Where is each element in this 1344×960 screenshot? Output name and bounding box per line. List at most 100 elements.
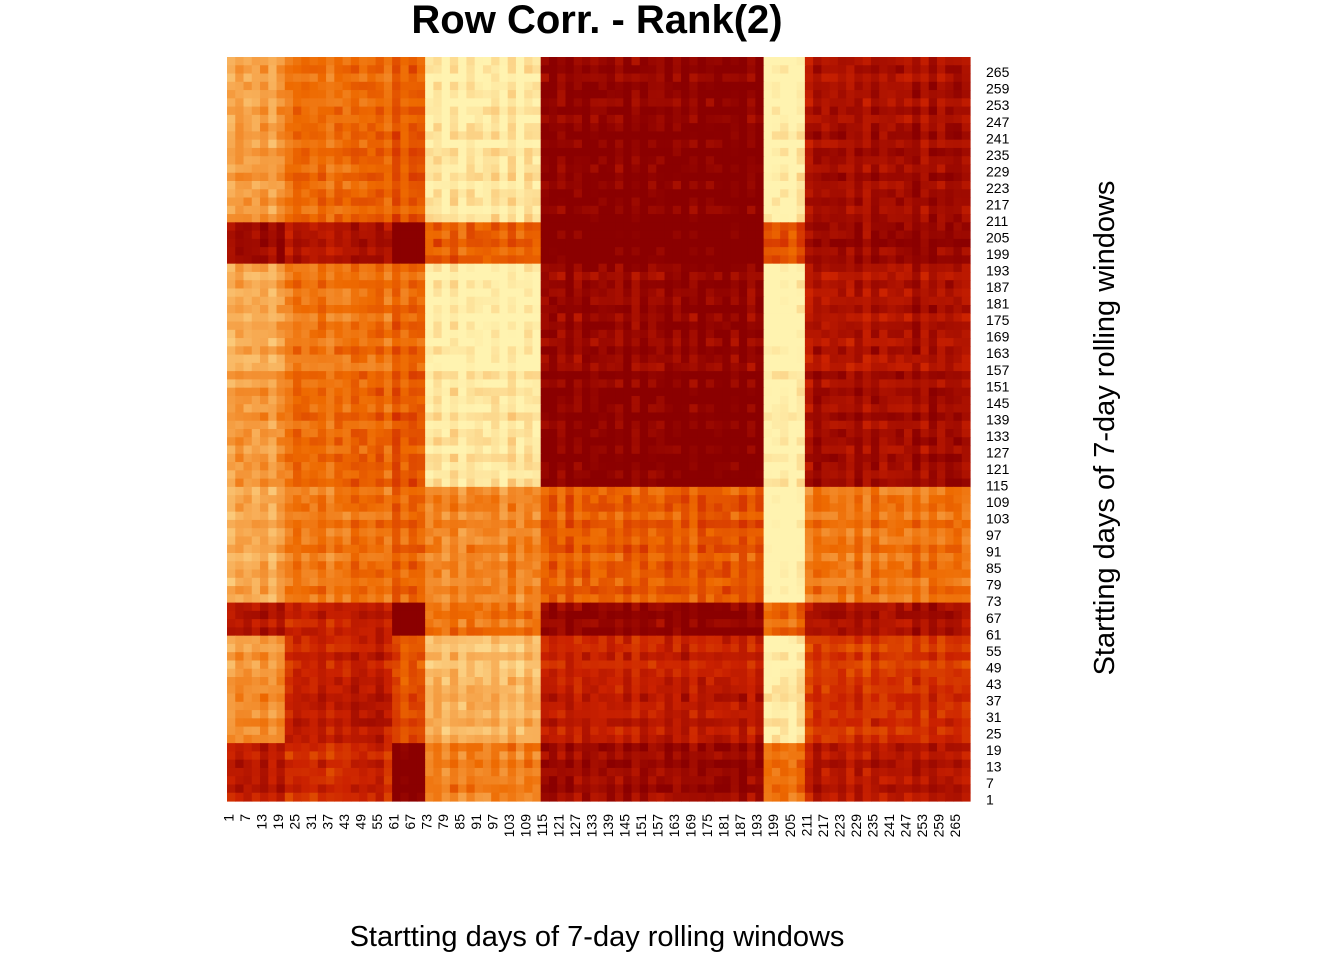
heatmap-cell <box>747 288 756 298</box>
heatmap-cell <box>293 238 302 248</box>
heatmap-cell <box>697 371 707 380</box>
heatmap-cell <box>747 114 756 124</box>
heatmap-cell <box>928 429 938 438</box>
heatmap-cell <box>408 495 418 504</box>
heatmap-cell <box>862 462 872 471</box>
heatmap-cell <box>681 379 690 389</box>
heatmap-cell <box>903 131 913 141</box>
heatmap-cell <box>548 222 558 232</box>
heatmap-cell <box>342 462 352 471</box>
heatmap-cell <box>301 57 311 66</box>
heatmap-cell <box>268 156 278 166</box>
heatmap-cell <box>515 354 525 364</box>
heatmap-cell <box>573 98 583 108</box>
heatmap-cell <box>581 486 591 496</box>
heatmap-cell <box>334 139 344 149</box>
heatmap-cell <box>771 371 781 380</box>
heatmap-cell <box>912 197 922 207</box>
heatmap-cell <box>540 197 550 207</box>
heatmap-cell <box>408 230 418 240</box>
heatmap-cell <box>879 156 889 166</box>
heatmap-cell <box>672 271 682 281</box>
heatmap-cell <box>458 164 468 174</box>
heatmap-cell <box>507 156 517 166</box>
heatmap-cell <box>879 462 889 471</box>
heatmap-cell <box>755 280 765 290</box>
heatmap-cell <box>714 263 723 273</box>
heatmap-cell <box>309 387 319 397</box>
heatmap-cell <box>243 462 253 471</box>
heatmap-cell <box>672 280 682 290</box>
heatmap-cell <box>714 420 723 430</box>
heatmap-cell <box>664 412 674 422</box>
heatmap-cell <box>284 98 294 108</box>
heatmap-cell <box>821 462 831 471</box>
heatmap-cell <box>771 255 781 265</box>
heatmap-cell <box>879 329 889 339</box>
heatmap-cell <box>953 57 963 66</box>
heatmap-cell <box>449 296 459 306</box>
heatmap-cell <box>755 478 765 488</box>
heatmap-cell <box>903 147 913 157</box>
heatmap-cell <box>730 139 740 149</box>
heatmap-cell <box>895 379 905 389</box>
heatmap-cell <box>763 172 773 182</box>
heatmap-cell <box>705 172 715 182</box>
heatmap-cell <box>441 65 451 75</box>
heatmap-cell <box>920 222 930 232</box>
heatmap-cell <box>672 114 682 124</box>
heatmap-cell <box>260 197 269 207</box>
heatmap-cell <box>581 453 591 463</box>
heatmap-cell <box>507 462 517 471</box>
heatmap-cell <box>499 238 509 248</box>
heatmap-cell <box>879 197 889 207</box>
heatmap-cell <box>821 131 831 141</box>
heatmap-cell <box>664 321 674 331</box>
heatmap-cell <box>499 139 509 149</box>
heatmap-cell <box>334 197 344 207</box>
heatmap-cell <box>722 429 732 438</box>
heatmap-cell <box>416 486 426 496</box>
heatmap-cell <box>367 478 377 488</box>
heatmap-cell <box>854 462 864 471</box>
heatmap-cell <box>557 147 567 157</box>
heatmap-cell <box>936 123 946 132</box>
heatmap-cell <box>243 329 253 339</box>
heatmap-cell <box>664 395 674 405</box>
heatmap-cell <box>821 247 831 256</box>
heatmap-cell <box>482 462 492 471</box>
heatmap-cell <box>491 90 501 99</box>
heatmap-cell <box>697 238 707 248</box>
heatmap-cell <box>293 511 302 521</box>
heatmap-cell <box>672 338 682 347</box>
heatmap-cell <box>408 371 418 380</box>
heatmap-cell <box>433 156 443 166</box>
heatmap-cell <box>681 114 690 124</box>
heatmap-cell <box>482 139 492 149</box>
heatmap-cell <box>425 222 434 232</box>
heatmap-cell <box>416 280 426 290</box>
heatmap-cell <box>524 271 534 281</box>
heatmap-cell <box>565 57 575 66</box>
heatmap-cell <box>309 271 319 281</box>
heatmap-cell <box>854 288 864 298</box>
heatmap-cell <box>631 238 641 248</box>
heatmap-cell <box>227 288 236 298</box>
heatmap-cell <box>747 98 756 108</box>
heatmap-cell <box>879 205 889 215</box>
heatmap-cell <box>334 338 344 347</box>
heatmap-cell <box>474 329 484 339</box>
heatmap-cell <box>474 164 484 174</box>
heatmap-cell <box>755 98 765 108</box>
heatmap-cell <box>920 73 930 83</box>
heatmap-cell <box>590 90 600 99</box>
heatmap-cell <box>714 429 723 438</box>
heatmap-cell <box>499 313 509 323</box>
heatmap-cell <box>581 81 591 91</box>
heatmap-cell <box>359 123 368 132</box>
heatmap-cell <box>813 296 822 306</box>
heatmap-cell <box>780 404 789 414</box>
heatmap-cell <box>755 205 765 215</box>
heatmap-cell <box>416 247 426 256</box>
heatmap-cell <box>499 98 509 108</box>
